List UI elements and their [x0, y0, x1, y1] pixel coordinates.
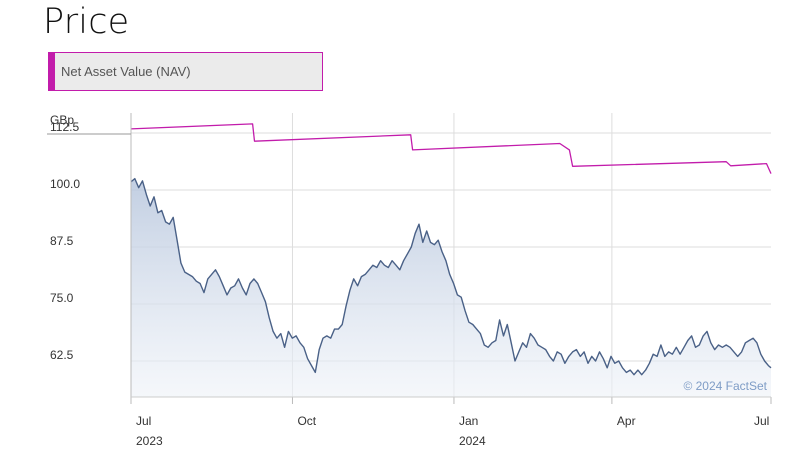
y-unit-label: GBp [50, 113, 74, 127]
x-tick-label: Apr [617, 414, 636, 428]
price-series-line [130, 177, 772, 376]
nav-series-line [130, 123, 772, 174]
price-area [131, 178, 771, 397]
x-year-label: 2023 [136, 434, 163, 448]
y-tick-label: 87.5 [50, 234, 74, 248]
nav-toggle-label: Net Asset Value (NAV) [61, 64, 191, 79]
y-tick-label: 75.0 [50, 291, 74, 305]
y-tick-label: 112.5 [50, 120, 79, 134]
x-tick-label: Jan [459, 414, 478, 428]
page-title: Price [43, 2, 130, 42]
axis-labels: 112.5 100.0 87.5 75.0 62.5 Jul 2023 Oct Jan 2024 A… [50, 120, 769, 448]
nav-legend-swatch [49, 53, 55, 90]
series-lines [130, 123, 772, 376]
x-tick-label: Jul [754, 414, 769, 428]
x-tick-label: Oct [297, 414, 316, 428]
factset-credit: © 2024 FactSet [683, 379, 767, 393]
nav-toggle-button[interactable]: Net Asset Value (NAV) [48, 52, 323, 91]
y-tick-label: 100.0 [50, 177, 80, 191]
price-area-layer [131, 178, 771, 397]
x-year-label: 2024 [459, 434, 486, 448]
axes [47, 113, 772, 404]
x-tick-label: Jul [136, 414, 151, 428]
y-tick-label: 62.5 [50, 348, 74, 362]
